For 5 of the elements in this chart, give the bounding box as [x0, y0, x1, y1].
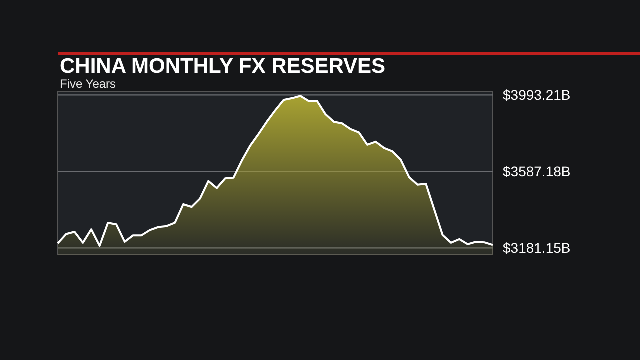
y-tick-label: $3993.21B: [503, 87, 571, 104]
y-tick-label: $3181.15B: [503, 240, 571, 256]
chart-title: CHINA MONTHLY FX RESERVES: [60, 55, 386, 78]
y-tick-label: $3587.18B: [503, 164, 571, 180]
chart-subtitle: Five Years: [60, 77, 116, 91]
